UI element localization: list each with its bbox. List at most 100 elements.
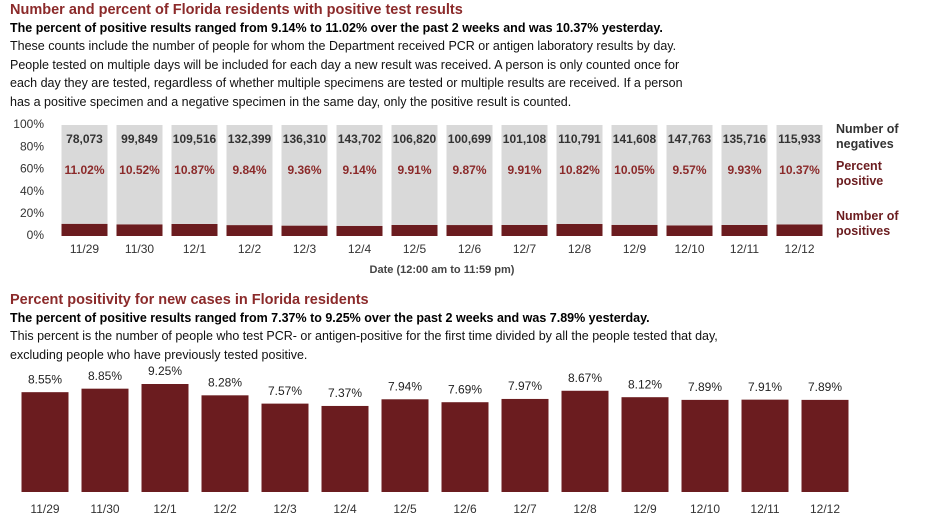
data-label: 8.67% — [568, 371, 602, 385]
data-label: 141,608 — [613, 132, 657, 146]
data-label: 9.57% — [672, 163, 706, 177]
bar-segment — [556, 125, 603, 224]
data-label: 8.28% — [208, 375, 242, 389]
x-tick-label: 12/3 — [273, 502, 297, 516]
bar-segment — [281, 125, 328, 226]
data-label: 99,849 — [121, 132, 158, 146]
data-label: 11.02% — [64, 163, 104, 177]
bar-segment — [226, 125, 273, 226]
data-label: 100,699 — [448, 132, 492, 146]
x-tick-label: 12/9 — [633, 502, 657, 516]
bar-segment — [336, 125, 383, 226]
x-tick-label: 11/29 — [30, 502, 59, 516]
description-line: This percent is the number of people who… — [10, 329, 718, 343]
bar-segment — [336, 225, 383, 236]
x-tick-label: 12/5 — [393, 502, 417, 516]
data-label: 9.14% — [342, 163, 376, 177]
legend-label: Percent positive — [836, 159, 884, 188]
x-tick-label: 12/2 — [238, 242, 262, 256]
bar — [801, 399, 849, 492]
bar-segment — [776, 224, 823, 236]
bar-segment — [171, 223, 218, 236]
bar-segment — [776, 125, 823, 225]
bar-segment — [116, 125, 163, 225]
legend-label: Number of negatives — [836, 122, 899, 151]
x-tick-label: 12/1 — [183, 242, 207, 256]
bar — [501, 398, 549, 492]
data-label: 147,763 — [668, 132, 712, 146]
bar-segment — [61, 125, 108, 224]
bar — [561, 390, 609, 492]
description-line: These counts include the number of peopl… — [10, 39, 677, 53]
data-label: 7.69% — [448, 382, 482, 396]
x-tick-label: 12/12 — [810, 502, 840, 516]
data-label: 101,108 — [503, 132, 547, 146]
bar — [141, 384, 189, 492]
data-label: 8.12% — [628, 377, 662, 391]
x-tick-label: 11/30 — [125, 242, 154, 256]
data-label: 10.05% — [614, 163, 655, 177]
bar-segment — [281, 225, 328, 236]
bar-segment — [116, 224, 163, 236]
data-label: 136,310 — [283, 132, 327, 146]
bar — [261, 403, 309, 492]
bar — [21, 392, 69, 492]
data-label: 9.87% — [452, 163, 486, 177]
x-tick-label: 12/7 — [513, 242, 537, 256]
bar-segment — [226, 225, 273, 236]
bar-segment — [556, 223, 603, 236]
bar — [441, 402, 489, 492]
y-tick-label: 0% — [27, 228, 45, 242]
x-tick-label: 12/11 — [750, 502, 779, 516]
x-tick-label: 12/7 — [513, 502, 537, 516]
bar-segment — [171, 125, 218, 224]
data-label: 9.36% — [287, 163, 321, 177]
description-line: People tested on multiple days will be i… — [10, 57, 680, 72]
bar-segment — [501, 125, 548, 225]
data-label: 9.91% — [507, 163, 541, 177]
x-tick-label: 12/9 — [623, 242, 647, 256]
data-label: 9.91% — [397, 163, 431, 177]
bar-segment — [611, 224, 658, 236]
x-tick-label: 12/6 — [453, 502, 477, 516]
data-label: 10.87% — [174, 163, 215, 177]
bar-segment — [501, 224, 548, 236]
data-label: 135,716 — [723, 132, 767, 146]
x-tick-label: 12/8 — [573, 502, 597, 516]
data-label: 7.94% — [388, 379, 422, 393]
x-tick-label: 12/5 — [403, 242, 427, 256]
data-label: 78,073 — [66, 132, 103, 146]
bar-segment — [611, 125, 658, 225]
y-tick-label: 80% — [20, 139, 44, 153]
bar — [321, 405, 369, 492]
bar — [81, 388, 129, 492]
data-label: 9.25% — [148, 364, 182, 378]
x-tick-label: 12/8 — [568, 242, 592, 256]
bar-segment — [446, 125, 493, 226]
x-tick-label: 12/3 — [293, 242, 317, 256]
data-label: 8.85% — [88, 369, 122, 383]
data-label: 10.82% — [559, 163, 600, 177]
data-label: 8.55% — [28, 372, 62, 386]
bar-segment — [666, 125, 713, 226]
x-tick-label: 11/29 — [70, 242, 99, 256]
data-label: 9.84% — [232, 163, 266, 177]
data-label: 10.37% — [779, 163, 820, 177]
data-label: 110,791 — [558, 132, 601, 146]
bar — [681, 399, 729, 492]
x-tick-label: 12/4 — [333, 502, 357, 516]
data-label: 132,399 — [228, 132, 272, 146]
chart-title: Number and percent of Florida residents … — [10, 2, 463, 18]
x-tick-label: 12/10 — [690, 502, 720, 516]
bar-segment — [391, 225, 438, 236]
bar — [201, 395, 249, 492]
bar-segment — [666, 225, 713, 236]
y-tick-label: 40% — [20, 184, 44, 198]
chart-subtitle: The percent of positive results ranged f… — [10, 21, 663, 35]
data-label: 7.89% — [688, 380, 722, 394]
bar — [621, 397, 669, 492]
x-tick-label: 12/6 — [458, 242, 482, 256]
data-label: 7.57% — [268, 384, 302, 398]
data-label: 109,516 — [173, 132, 217, 146]
